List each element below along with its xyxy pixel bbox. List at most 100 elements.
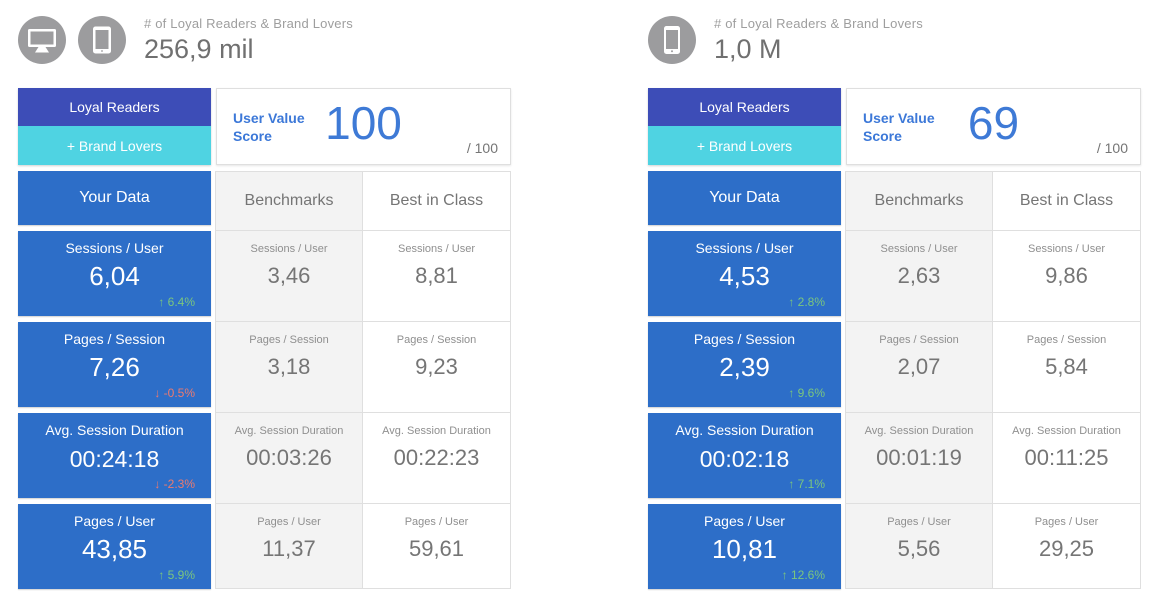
metric-label: Sessions / User [250,243,328,255]
metric-table: Your Data Sessions / User 6,04 ↑ 6.4% Pa… [18,171,511,589]
benchmark-value: 3,46 [267,263,311,288]
metric-label: Pages / User [74,513,155,529]
score-max: / 100 [466,140,498,156]
segment-box: Loyal Readers + Brand Lovers [18,88,211,165]
metric-value: 7,26 [89,352,140,382]
panel-mobile: # of Loyal Readers & Brand Lovers 1,0 M … [648,0,1141,589]
desktop-icon [18,16,66,64]
delta-badge: ↑ 2.8% [788,295,825,309]
metric-label: Sessions / User [397,243,476,255]
benchmark-value: 2,07 [897,354,941,379]
benchmark-cell: Pages / User 11,37 [215,504,363,589]
score-max: / 100 [1096,140,1128,156]
delta-badge: ↓ -0.5% [154,386,195,400]
metric-cell: Pages / Session 7,26 ↓ -0.5% [18,322,211,407]
metric-label: Pages / User [704,513,785,529]
best-in-class-cell: Avg. Session Duration 00:22:23 [363,413,511,504]
best-in-class-value: 9,23 [415,354,458,379]
segment-box: Loyal Readers + Brand Lovers [648,88,841,165]
segment-loyal-readers: Loyal Readers [18,88,211,126]
phone-icon [648,16,696,64]
metric-value: 00:02:18 [699,446,790,472]
kpi: # of Loyal Readers & Brand Lovers 256,9 … [144,16,353,65]
benchmark-cell: Pages / User 5,56 [845,504,993,589]
delta-badge: ↑ 9.6% [788,386,825,400]
tablet-icon [78,16,126,64]
best-in-class-value: 59,61 [408,536,465,561]
column-header-best-in-class: Best in Class [363,171,511,231]
score-band: Loyal Readers + Brand Lovers User Value … [648,88,1141,165]
metric-value: 10,81 [711,534,778,564]
benchmark-value: 5,56 [897,536,941,561]
delta-badge: ↓ -2.3% [154,477,195,491]
benchmark-cell: Avg. Session Duration 00:03:26 [215,413,363,504]
column-header-your-data: Your Data [18,171,211,225]
best-in-class-cell: Pages / Session 9,23 [363,322,511,413]
metric-value: 00:24:18 [69,446,160,472]
column-best-in-class: Best in Class Sessions / User 9,86 Pages… [993,171,1141,589]
best-in-class-value: 29,25 [1038,536,1095,561]
kpi-label: # of Loyal Readers & Brand Lovers [714,16,923,31]
metric-label: Sessions / User [65,240,164,256]
metric-cell: Pages / Session 2,39 ↑ 9.6% [648,322,841,407]
best-in-class-value: 8,81 [415,263,458,288]
score-value: 69 [967,96,1020,149]
column-header-benchmarks: Benchmarks [845,171,993,231]
metric-label: Avg. Session Duration [675,422,814,438]
metric-cell: Avg. Session Duration 00:02:18 ↑ 7.1% [648,413,841,498]
column-header-benchmarks: Benchmarks [215,171,363,231]
segment-brand-lovers: + Brand Lovers [18,126,211,165]
metric-cell: Sessions / User 6,04 ↑ 6.4% [18,231,211,316]
metric-label: Pages / Session [63,331,166,347]
column-your-data: Your Data Sessions / User 6,04 ↑ 6.4% Pa… [18,171,211,589]
best-in-class-cell: Sessions / User 9,86 [993,231,1141,322]
benchmark-cell: Pages / Session 2,07 [845,322,993,413]
score-label: User Value Score [863,109,935,144]
kpi-header: # of Loyal Readers & Brand Lovers 256,9 … [18,0,511,88]
kpi-label: # of Loyal Readers & Brand Lovers [144,16,353,31]
kpi-value: 256,9 mil [144,34,254,64]
best-in-class-value: 9,86 [1045,263,1088,288]
score-label: User Value Score [233,109,305,144]
delta-badge: ↑ 6.4% [158,295,195,309]
delta-badge: ↑ 12.6% [781,568,825,582]
delta-badge: ↑ 7.1% [788,477,825,491]
user-value-score-card: User Value Score 69 / 100 [846,88,1141,165]
column-your-data: Your Data Sessions / User 4,53 ↑ 2.8% Pa… [648,171,841,589]
benchmark-cell: Avg. Session Duration 00:01:19 [845,413,993,504]
best-in-class-cell: Pages / Session 5,84 [993,322,1141,413]
metric-label: Pages / Session [249,334,329,346]
metric-table: Your Data Sessions / User 4,53 ↑ 2.8% Pa… [648,171,1141,589]
metric-label: Pages / Session [396,334,477,346]
metric-label: Pages / User [404,516,469,528]
best-in-class-value: 5,84 [1045,354,1088,379]
metric-label: Avg. Session Duration [382,425,491,437]
score-band: Loyal Readers + Brand Lovers User Value … [18,88,511,165]
metric-label: Avg. Session Duration [864,425,974,437]
metric-label: Pages / Session [879,334,959,346]
metric-label: Pages / User [257,516,321,528]
metric-label: Pages / User [887,516,951,528]
metric-cell: Avg. Session Duration 00:24:18 ↓ -2.3% [18,413,211,498]
kpi-value: 1,0 M [714,34,782,64]
metric-label: Avg. Session Duration [234,425,344,437]
column-best-in-class: Best in Class Sessions / User 8,81 Pages… [363,171,511,589]
best-in-class-cell: Pages / User 59,61 [363,504,511,589]
best-in-class-cell: Avg. Session Duration 00:11:25 [993,413,1141,504]
metric-label: Sessions / User [880,243,958,255]
metric-cell: Sessions / User 4,53 ↑ 2.8% [648,231,841,316]
segment-brand-lovers: + Brand Lovers [648,126,841,165]
metric-label: Avg. Session Duration [45,422,184,438]
metric-cell: Pages / User 43,85 ↑ 5.9% [18,504,211,589]
score-value: 100 [325,96,402,149]
metric-label: Pages / User [1034,516,1099,528]
benchmark-value: 2,63 [897,263,941,288]
metric-label: Pages / Session [1026,334,1107,346]
kpi-header: # of Loyal Readers & Brand Lovers 1,0 M [648,0,1141,88]
metric-value: 43,85 [81,534,148,564]
benchmark-value: 00:01:19 [876,445,962,470]
column-benchmarks: Benchmarks Sessions / User 2,63 Pages / … [845,171,993,589]
column-benchmarks: Benchmarks Sessions / User 3,46 Pages / … [215,171,363,589]
segment-loyal-readers: Loyal Readers [648,88,841,126]
best-in-class-cell: Pages / User 29,25 [993,504,1141,589]
